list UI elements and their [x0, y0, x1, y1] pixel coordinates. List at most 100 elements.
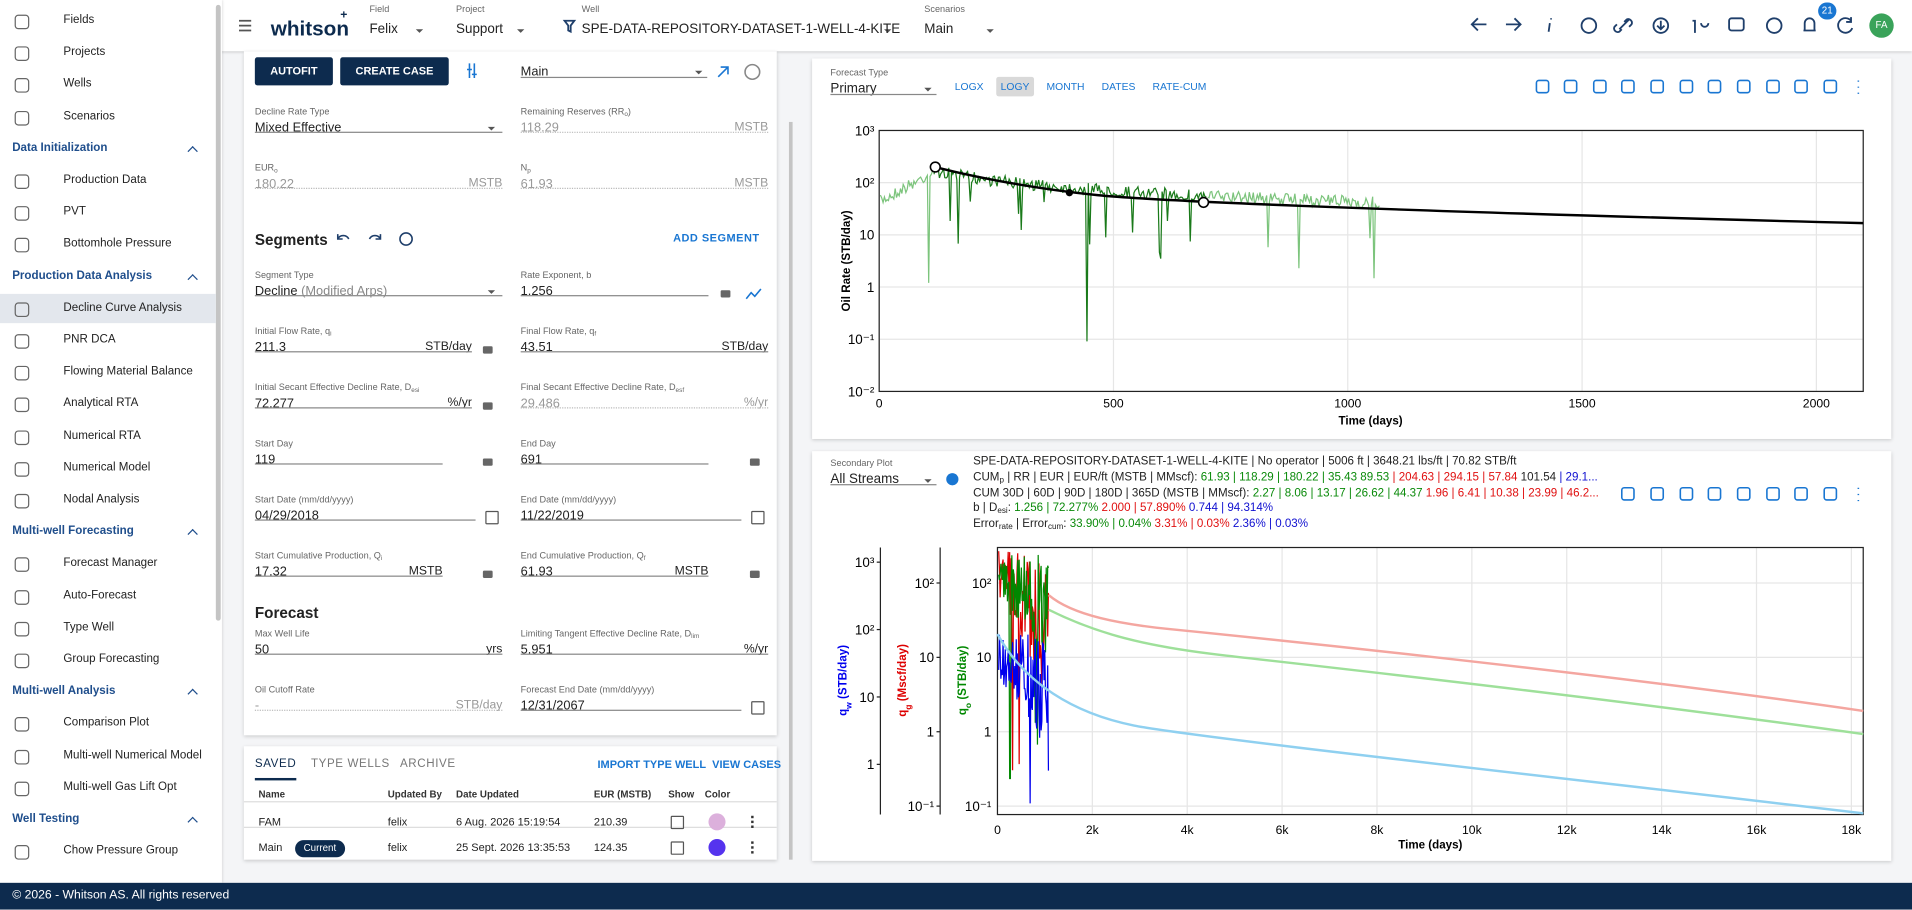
- field-label: Rate Exponent, b: [521, 268, 592, 283]
- toggle[interactable]: LOGY: [995, 76, 1035, 97]
- selector-value[interactable]: SPE-DATA-REPOSITORY-DATASET-1-WELL-4-KIT…: [581, 21, 901, 37]
- button[interactable]: AUTOFIT: [254, 57, 333, 86]
- case-select[interactable]: Main: [520, 64, 549, 80]
- field-underline: [254, 519, 476, 521]
- nav-item[interactable]: Decline Curve Analysis: [63, 300, 182, 315]
- action-link[interactable]: VIEW CASES: [712, 758, 782, 771]
- kebab[interactable]: [751, 841, 754, 844]
- nav-item[interactable]: Flowing Material Balance: [63, 364, 193, 379]
- nav-item[interactable]: Numerical RTA: [63, 428, 141, 443]
- panel-scrollbar[interactable]: [788, 121, 793, 860]
- nav-item[interactable]: Fields: [63, 13, 95, 27]
- tab[interactable]: SAVED: [254, 757, 297, 781]
- info-line: Errorrate | Errorcum: 33.90% | 0.04% 3.3…: [973, 517, 1308, 532]
- color-swatch[interactable]: [708, 813, 726, 831]
- field-unit: yrs: [486, 642, 503, 657]
- nav-item[interactable]: Numerical Model: [63, 460, 151, 475]
- table-rule: [243, 801, 777, 803]
- action-link[interactable]: IMPORT TYPE WELL: [597, 758, 707, 771]
- field-value[interactable]: 04/29/2018: [254, 508, 319, 524]
- nav-item[interactable]: Group Forecasting: [63, 652, 160, 666]
- nav-item[interactable]: Bottomhole Pressure: [63, 237, 172, 251]
- sidebar-scrollbar[interactable]: [215, 4, 221, 621]
- field-label-part: End Cumulative Production, Q: [520, 549, 644, 561]
- nav-section[interactable]: Well Testing: [12, 812, 80, 826]
- nav-item[interactable]: Forecast Manager: [63, 556, 158, 570]
- info-text: b | D: [973, 501, 998, 516]
- field-value[interactable]: 119: [254, 452, 276, 468]
- field-underline: [254, 187, 503, 190]
- lock-icon: [482, 402, 493, 410]
- field-value[interactable]: Mixed Effective: [254, 120, 342, 136]
- nav-section[interactable]: Data Initialization: [12, 141, 108, 155]
- column-header: Date Updated: [456, 788, 519, 800]
- info-text: | Error: [1012, 517, 1048, 531]
- tab[interactable]: ARCHIVE: [399, 757, 456, 771]
- toggle[interactable]: LOGX: [954, 80, 984, 93]
- selector-value[interactable]: Support: [456, 21, 504, 37]
- field-value[interactable]: 691: [520, 452, 543, 468]
- toggle[interactable]: MONTH: [1046, 80, 1085, 93]
- nav-item[interactable]: Wells: [63, 77, 92, 91]
- info-text: 61.93 | 118.29 | 180.22 | 35.43 89.53: [1200, 470, 1393, 484]
- nav-item[interactable]: Type Well: [63, 620, 115, 634]
- checkbox[interactable]: [670, 841, 685, 855]
- info-text: 1.256 | 72.277%: [1014, 501, 1102, 516]
- nav-item[interactable]: Multi-well Numerical Model: [63, 748, 202, 762]
- field-label: Final Secant Effective Decline Rate, Des…: [521, 380, 684, 395]
- nav-item[interactable]: Nodal Analysis: [63, 492, 140, 507]
- field-value[interactable]: 1.256: [520, 284, 553, 299]
- avatar[interactable]: FA: [1869, 13, 1894, 38]
- cell[interactable]: Main: [258, 841, 283, 854]
- nav-icon: [14, 302, 30, 317]
- field-value[interactable]: 61.93: [520, 564, 553, 580]
- selector-value[interactable]: Main: [924, 21, 954, 37]
- field-value[interactable]: 211.3: [254, 340, 286, 355]
- nav-item[interactable]: Analytical RTA: [63, 396, 139, 411]
- nav-section[interactable]: Production Data Analysis: [12, 268, 153, 283]
- nav-section[interactable]: Multi-well Forecasting: [12, 524, 134, 538]
- field-value[interactable]: 17.32: [254, 564, 287, 580]
- selector-value[interactable]: Felix: [369, 21, 398, 37]
- field-underline: [520, 519, 742, 521]
- nav-section[interactable]: Multi-well Analysis: [12, 684, 116, 698]
- field-label: Initial Secant Effective Decline Rate, D…: [255, 380, 420, 395]
- nav-icon: [14, 14, 30, 30]
- nav-item[interactable]: Production Data: [63, 173, 147, 187]
- nav-item[interactable]: Scenarios: [63, 109, 115, 123]
- button[interactable]: CREATE CASE: [340, 57, 449, 86]
- field-value[interactable]: 12/31/2067: [520, 698, 585, 714]
- add-segment[interactable]: ADD SEGMENT: [673, 231, 760, 244]
- nav-item[interactable]: Auto-Forecast: [63, 588, 137, 602]
- field-value[interactable]: Decline (Modified Arps): [254, 284, 388, 299]
- toggle[interactable]: RATE-CUM: [1152, 80, 1207, 93]
- field-value[interactable]: 50: [254, 642, 270, 658]
- info-text: 33.90% | 0.04%: [1069, 517, 1155, 531]
- nav-item[interactable]: PNR DCA: [63, 332, 116, 347]
- field-value[interactable]: 72.277: [254, 396, 295, 411]
- cell: 6 Aug. 2026 15:19:54: [456, 815, 561, 828]
- field-value[interactable]: 43.51: [520, 340, 553, 355]
- field-underline: [254, 653, 503, 655]
- kebab[interactable]: [751, 815, 754, 819]
- color-swatch[interactable]: [708, 838, 726, 857]
- field-label-part: N: [520, 162, 528, 174]
- field-unit: MSTB: [468, 176, 503, 191]
- nav-item[interactable]: Chow Pressure Group: [63, 844, 179, 858]
- current-badge: Current: [295, 840, 345, 858]
- nav-item[interactable]: Multi-well Gas Lift Opt: [63, 780, 177, 794]
- field-value[interactable]: 11/22/2019: [520, 508, 584, 524]
- nav-item[interactable]: PVT: [63, 205, 86, 219]
- checkbox[interactable]: [670, 815, 685, 830]
- selector-value[interactable]: All Streams: [830, 471, 899, 487]
- toggle[interactable]: DATES: [1101, 80, 1136, 93]
- nav-item[interactable]: Projects: [63, 45, 106, 59]
- nav-item[interactable]: Comparison Plot: [63, 716, 150, 730]
- field-label-part: Forecast End Date (mm/dd/yyyy): [520, 684, 655, 696]
- field-value[interactable]: 5.951: [520, 642, 553, 658]
- calendar-icon: [485, 510, 499, 525]
- cell[interactable]: FAM: [258, 815, 282, 828]
- selector-value[interactable]: Primary: [830, 81, 877, 97]
- tab[interactable]: TYPE WELLS: [310, 757, 390, 771]
- logo: whitson: [270, 17, 350, 41]
